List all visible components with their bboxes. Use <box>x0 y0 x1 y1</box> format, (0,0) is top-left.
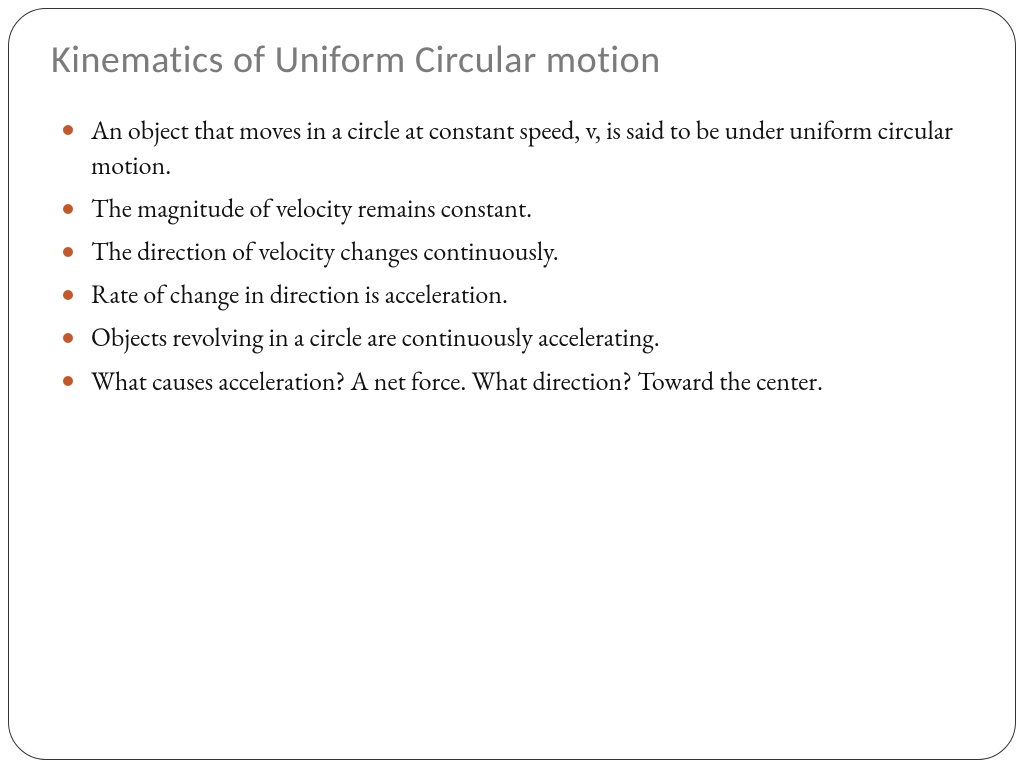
bullet-icon <box>63 290 73 300</box>
slide-frame: Kinematics of Uniform Circular motion An… <box>8 8 1016 760</box>
list-item: What causes acceleration? A net force. W… <box>55 364 979 399</box>
bullet-text: The direction of velocity changes contin… <box>91 234 559 268</box>
list-item: An object that moves in a circle at cons… <box>55 113 979 183</box>
list-item: Rate of change in direction is accelerat… <box>55 277 979 312</box>
list-item: The magnitude of velocity remains consta… <box>55 191 979 226</box>
bullet-text: What causes acceleration? A net force. W… <box>91 364 823 398</box>
bullet-icon <box>63 247 73 257</box>
bullet-icon <box>63 333 73 343</box>
bullet-text: Objects revolving in a circle are contin… <box>91 320 660 354</box>
list-item: Objects revolving in a circle are contin… <box>55 320 979 355</box>
bullet-list: An object that moves in a circle at cons… <box>45 113 979 399</box>
bullet-icon <box>63 125 73 135</box>
bullet-text: An object that moves in a circle at cons… <box>91 113 953 182</box>
bullet-icon <box>63 376 73 386</box>
list-item: The direction of velocity changes contin… <box>55 234 979 269</box>
bullet-icon <box>63 204 73 214</box>
slide-title: Kinematics of Uniform Circular motion <box>51 37 979 83</box>
bullet-text: The magnitude of velocity remains consta… <box>91 191 532 225</box>
bullet-text: Rate of change in direction is accelerat… <box>91 277 508 311</box>
